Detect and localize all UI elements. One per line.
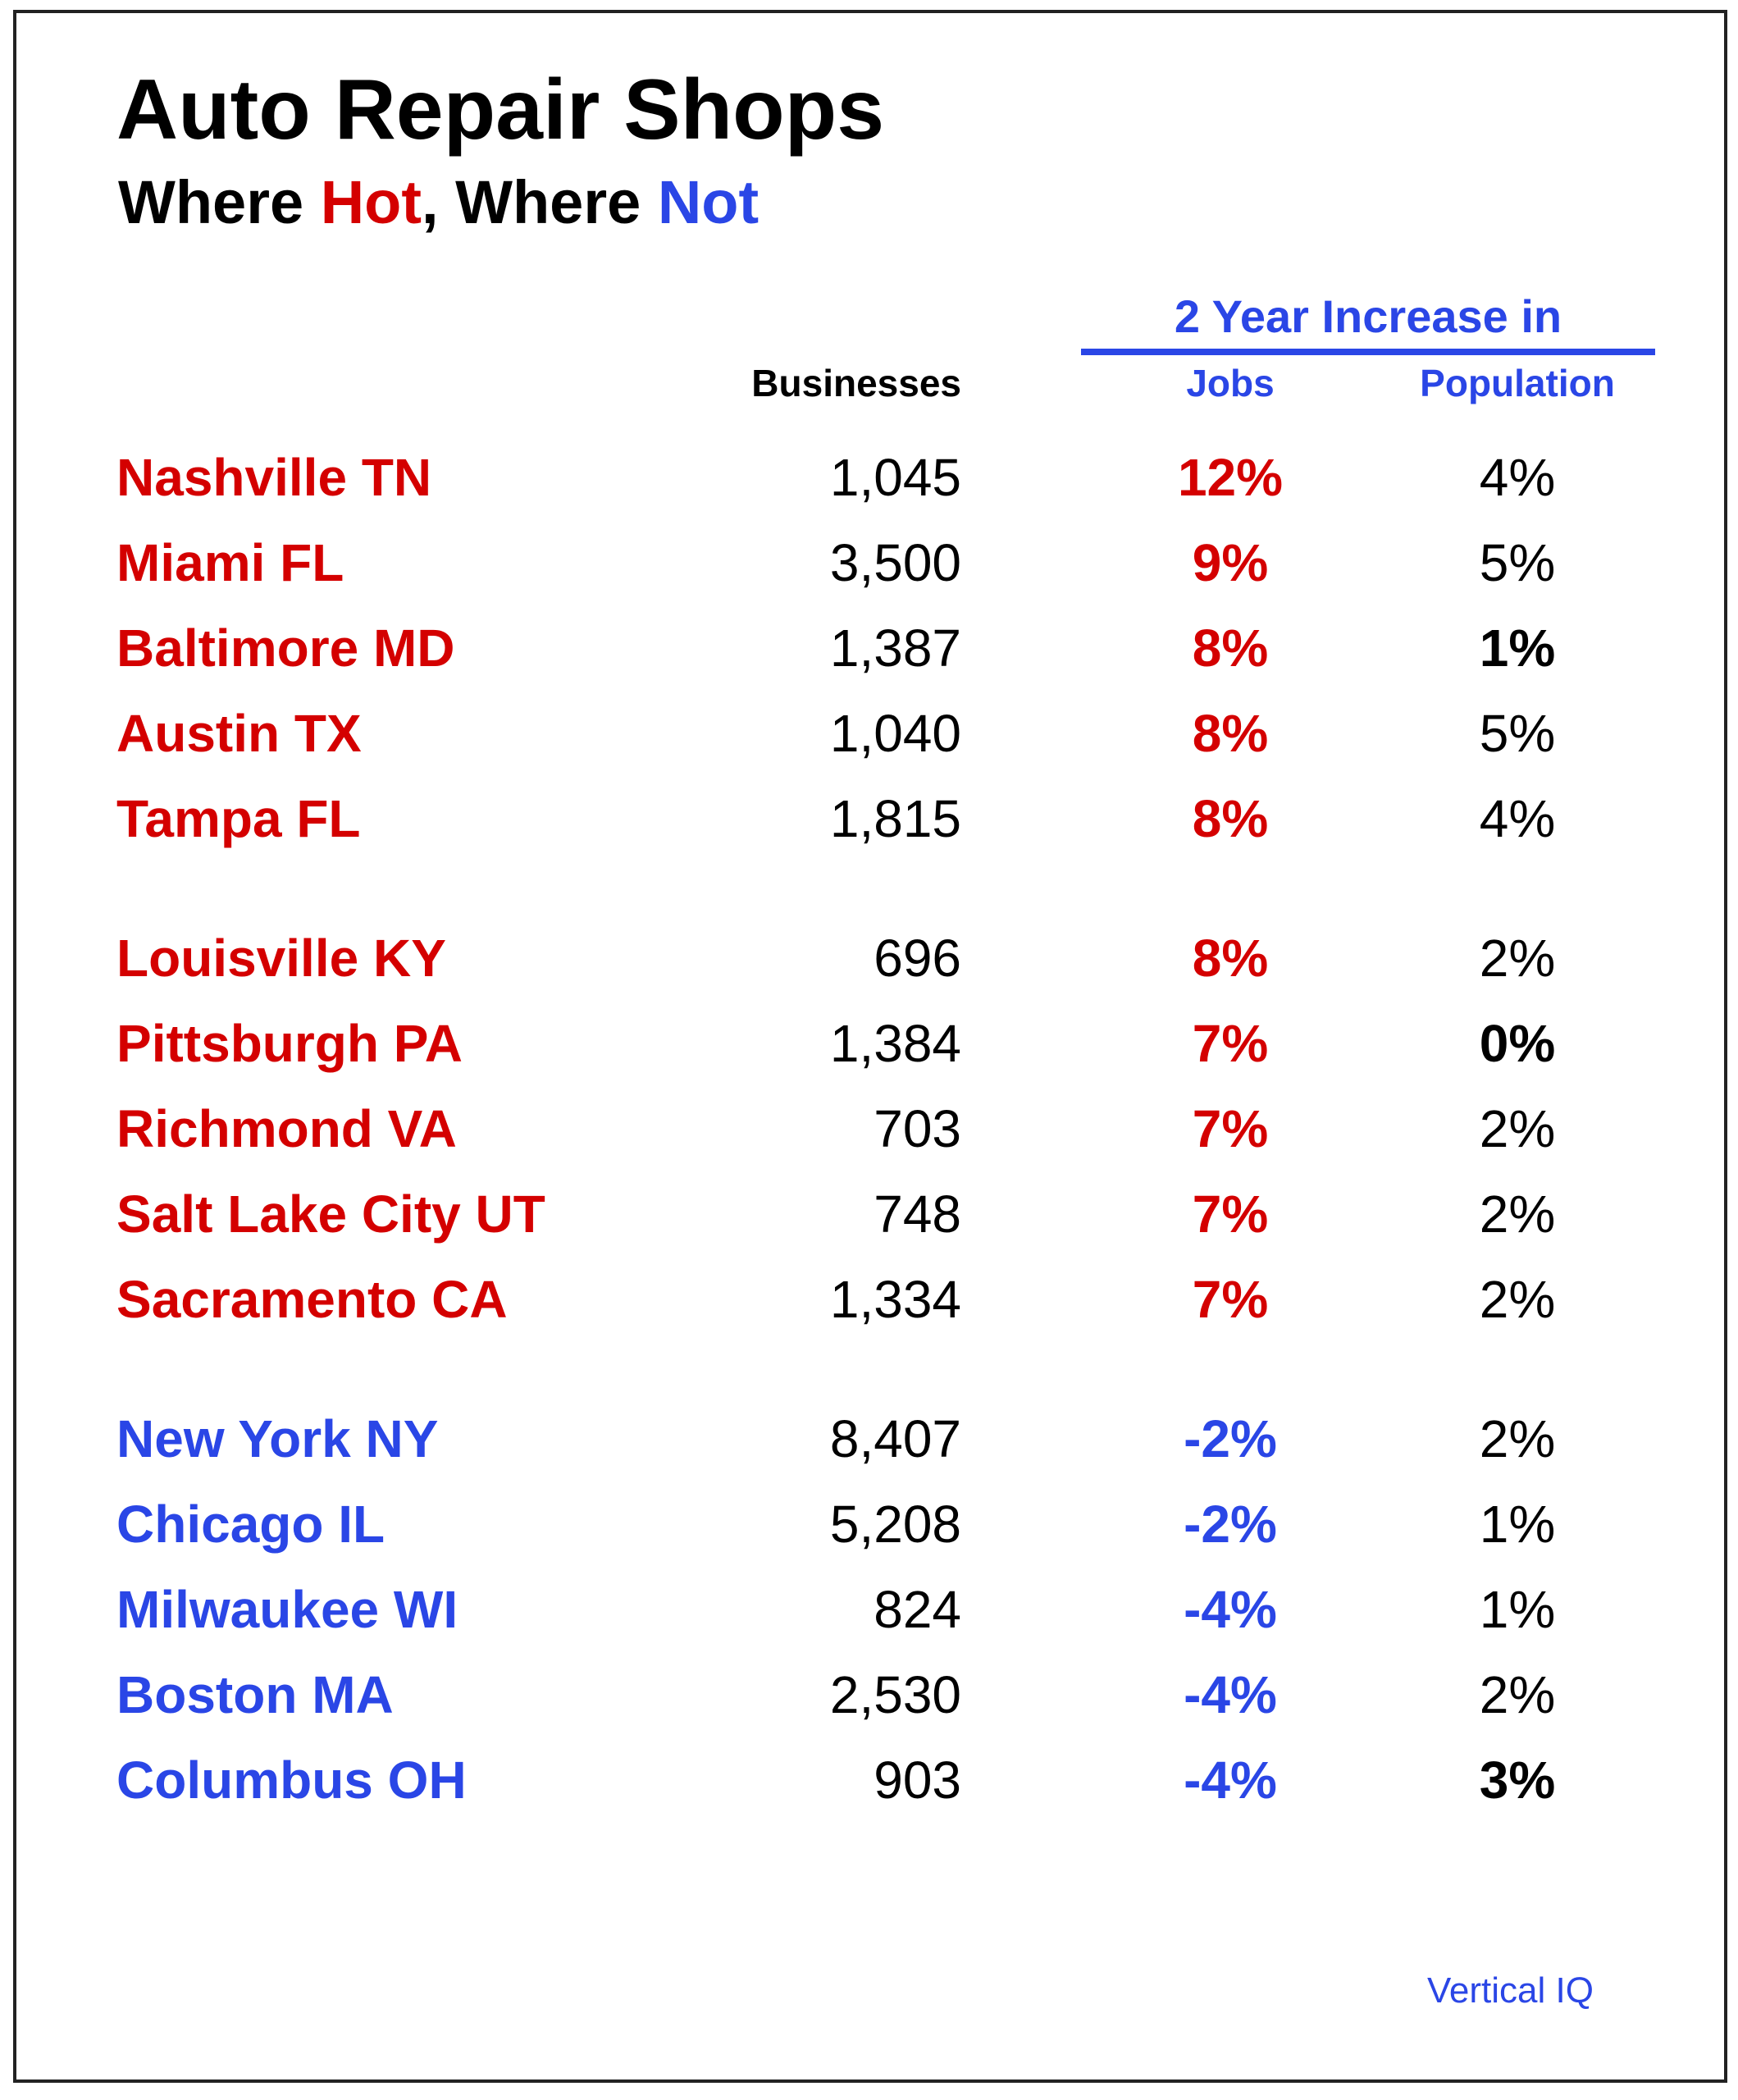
page-frame (13, 10, 1727, 2083)
population-cell: 5% (1479, 533, 1556, 592)
city-cell: Pittsburgh PA (116, 1014, 463, 1073)
city-cell: Nashville TN (116, 448, 432, 507)
city-cell: Baltimore MD (116, 619, 455, 678)
table-row: Sacramento CA 1,334 7% 2% (0, 1262, 1738, 1336)
city-cell: Austin TX (116, 704, 362, 763)
city-cell: Salt Lake City UT (116, 1185, 545, 1244)
table-row: Columbus OH 903 -4% 3% (0, 1743, 1738, 1817)
population-cell: 2% (1479, 929, 1556, 988)
table-row: Louisville KY 696 8% 2% (0, 921, 1738, 995)
population-cell: 2% (1479, 1270, 1556, 1329)
jobs-cell: -4% (1184, 1665, 1277, 1724)
city-cell: New York NY (116, 1409, 439, 1468)
table-row: Austin TX 1,040 8% 5% (0, 696, 1738, 770)
table-row: Chicago IL 5,208 -2% 1% (0, 1487, 1738, 1561)
businesses-cell: 2,530 (829, 1665, 961, 1724)
businesses-cell: 8,407 (829, 1409, 961, 1468)
table-row: Miami FL 3,500 9% 5% (0, 526, 1738, 600)
businesses-cell: 3,500 (829, 533, 961, 592)
column-header-population: Population (1420, 362, 1615, 404)
jobs-cell: 12% (1177, 448, 1284, 507)
businesses-cell: 1,334 (829, 1270, 961, 1329)
subtitle-part1: Where (118, 168, 321, 236)
jobs-cell: 7% (1192, 1185, 1269, 1244)
page-title: Auto Repair Shops (116, 62, 885, 158)
table-row: Boston MA 2,530 -4% 2% (0, 1658, 1738, 1732)
city-cell: Milwaukee WI (116, 1580, 458, 1639)
businesses-cell: 5,208 (829, 1495, 961, 1554)
city-cell: Richmond VA (116, 1099, 457, 1158)
city-cell: Boston MA (116, 1665, 394, 1724)
table-row: Nashville TN 1,045 12% 4% (0, 441, 1738, 514)
city-cell: Chicago IL (116, 1495, 385, 1554)
jobs-cell: 8% (1192, 619, 1269, 678)
jobs-cell: -2% (1184, 1409, 1277, 1468)
table-row: New York NY 8,407 -2% 2% (0, 1402, 1738, 1476)
jobs-cell: 7% (1192, 1270, 1269, 1329)
table-row: Baltimore MD 1,387 8% 1% (0, 611, 1738, 685)
group-header: 2 Year Increase in (1174, 290, 1562, 342)
table-row: Pittsburgh PA 1,384 7% 0% (0, 1007, 1738, 1080)
population-cell: 1% (1479, 619, 1556, 678)
column-header-businesses: Businesses (751, 362, 961, 404)
subtitle-part2: , Where (422, 168, 658, 236)
population-cell: 1% (1479, 1495, 1556, 1554)
table-row: Milwaukee WI 824 -4% 1% (0, 1573, 1738, 1646)
population-cell: 4% (1479, 789, 1556, 848)
businesses-cell: 748 (874, 1185, 961, 1244)
jobs-cell: 8% (1192, 789, 1269, 848)
subtitle-not: Not (657, 168, 760, 236)
population-cell: 4% (1479, 448, 1556, 507)
jobs-cell: -2% (1184, 1495, 1277, 1554)
jobs-cell: 9% (1192, 533, 1269, 592)
businesses-cell: 903 (874, 1751, 961, 1810)
businesses-cell: 1,815 (829, 789, 961, 848)
city-cell: Tampa FL (116, 789, 361, 848)
city-cell: Miami FL (116, 533, 344, 592)
city-cell: Louisville KY (116, 929, 446, 988)
city-cell: Columbus OH (116, 1751, 467, 1810)
businesses-cell: 703 (874, 1099, 961, 1158)
source-credit: Vertical IQ (1427, 1970, 1594, 2011)
businesses-cell: 824 (874, 1580, 961, 1639)
table-row: Salt Lake City UT 748 7% 2% (0, 1177, 1738, 1251)
population-cell: 5% (1479, 704, 1556, 763)
businesses-cell: 1,387 (829, 619, 961, 678)
jobs-cell: 7% (1192, 1099, 1269, 1158)
table-row: Tampa FL 1,815 8% 4% (0, 782, 1738, 856)
table-row: Richmond VA 703 7% 2% (0, 1092, 1738, 1166)
population-cell: 2% (1479, 1099, 1556, 1158)
jobs-cell: 8% (1192, 704, 1269, 763)
population-cell: 2% (1479, 1409, 1556, 1468)
jobs-cell: 7% (1192, 1014, 1269, 1073)
column-header-jobs: Jobs (1186, 362, 1275, 404)
population-cell: 1% (1479, 1580, 1556, 1639)
businesses-cell: 1,045 (829, 448, 961, 507)
group-header-rule (1081, 349, 1655, 355)
page-subtitle: Where Hot, Where Not (118, 172, 759, 233)
population-cell: 2% (1479, 1185, 1556, 1244)
population-cell: 3% (1479, 1751, 1556, 1810)
population-cell: 2% (1479, 1665, 1556, 1724)
city-cell: Sacramento CA (116, 1270, 508, 1329)
population-cell: 0% (1479, 1014, 1556, 1073)
businesses-cell: 696 (874, 929, 961, 988)
jobs-cell: 8% (1192, 929, 1269, 988)
jobs-cell: -4% (1184, 1580, 1277, 1639)
businesses-cell: 1,040 (829, 704, 961, 763)
subtitle-hot: Hot (320, 168, 422, 236)
businesses-cell: 1,384 (829, 1014, 961, 1073)
jobs-cell: -4% (1184, 1751, 1277, 1810)
